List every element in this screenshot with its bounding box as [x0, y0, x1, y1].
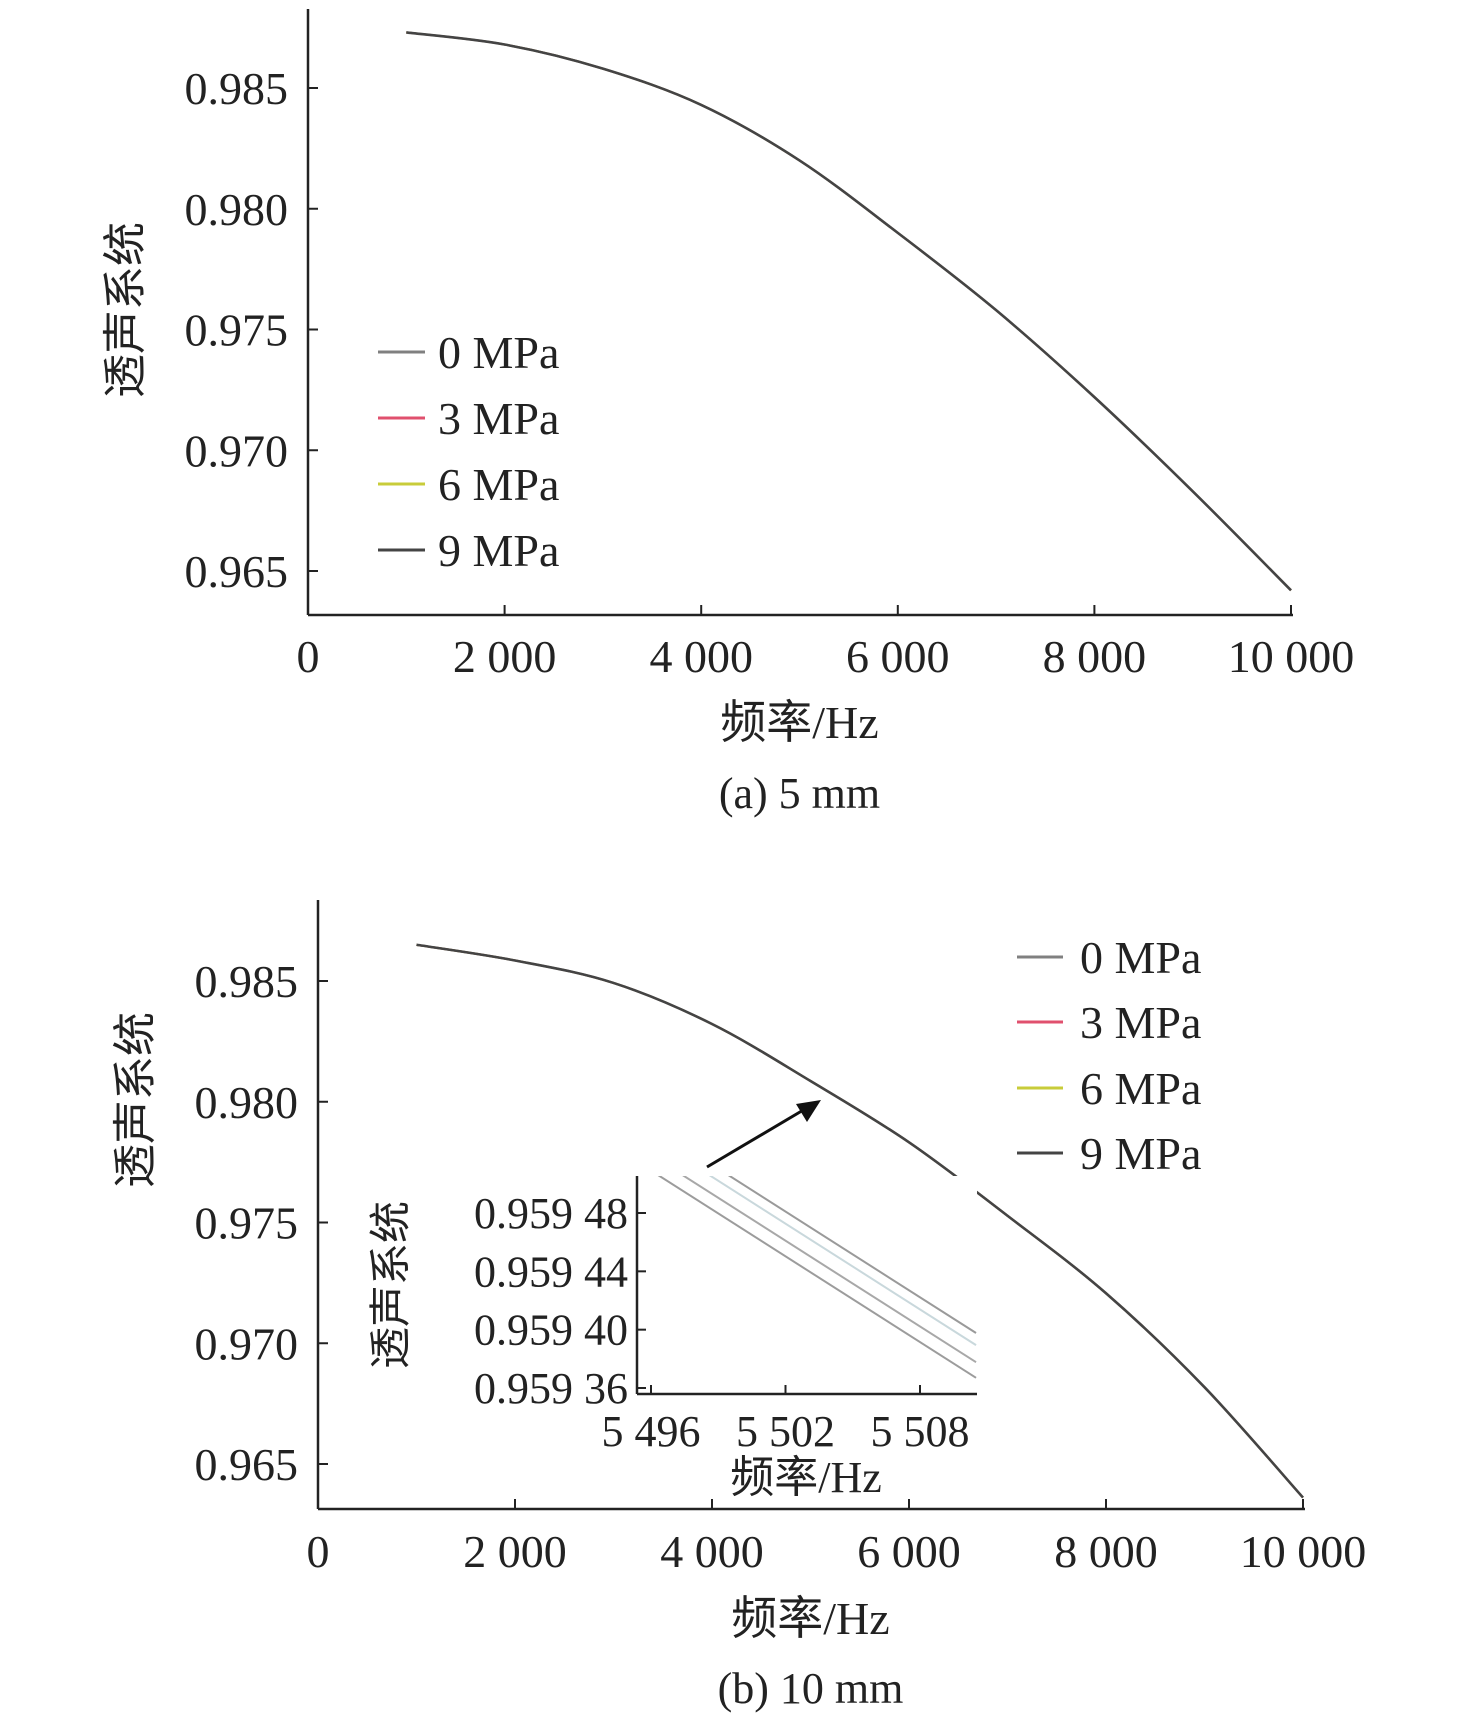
arrow-head-icon — [796, 1100, 821, 1122]
y-axis-label: 透声系统 — [111, 1012, 160, 1188]
y-tick-label: 0.975 — [195, 1198, 299, 1249]
x-tick-label: 6 000 — [846, 631, 950, 682]
y-tick-label: 0.970 — [185, 425, 289, 476]
x-axis-label: 频率/Hz — [720, 697, 878, 748]
legend-label: 0 MPa — [438, 327, 559, 378]
inset-y-tick-label: 0.959 40 — [474, 1306, 628, 1355]
y-tick-label: 0.975 — [185, 305, 289, 356]
x-axis-label: 频率/Hz — [731, 1593, 889, 1644]
x-tick-label: 4 000 — [660, 1526, 764, 1577]
x-tick-label: 0 — [307, 1526, 330, 1577]
x-tick-label: 8 000 — [1054, 1526, 1158, 1577]
x-tick-label: 4 000 — [649, 631, 753, 682]
y-tick-label: 0.965 — [195, 1439, 299, 1490]
legend-label: 3 MPa — [438, 393, 559, 444]
inset-series-line-0-MPa — [727, 1176, 977, 1334]
inset-series-line-3-MPa — [708, 1176, 977, 1346]
inset-y-axis-label: 透声系统 — [369, 1201, 415, 1369]
caption: (a) 5 mm — [719, 769, 880, 818]
y-tick-label: 0.980 — [195, 1077, 299, 1128]
chart-a: 0 2 000 4 000 6 000 8 000 10 000 0.965 0.970 0.9… — [101, 9, 1354, 818]
inset-x-tick-label: 5 508 — [871, 1407, 970, 1456]
inset-y-tick-label: 0.959 48 — [474, 1189, 628, 1238]
inset-background — [637, 1176, 977, 1394]
series-line-9-MPa — [416, 943, 1304, 1499]
caption: (b) 10 mm — [718, 1664, 904, 1713]
legend-label: 6 MPa — [438, 459, 559, 510]
arrow-line — [706, 1107, 806, 1169]
x-tick-label: 0 — [297, 631, 320, 682]
x-tick-label: 2 000 — [453, 631, 557, 682]
legend-label: 0 MPa — [1080, 932, 1201, 983]
y-tick-label: 0.985 — [185, 63, 289, 114]
x-tick-label: 10 000 — [1240, 1526, 1367, 1577]
inset-chart: 5 496 5 502 5 508 0.959 36 0.959 40 0.959 44 0… — [369, 1176, 977, 1502]
x-tick-label: 6 000 — [857, 1526, 961, 1577]
series-line-9-MPa — [406, 31, 1292, 592]
x-tick-label: 2 000 — [463, 1526, 567, 1577]
legend-label: 9 MPa — [1080, 1128, 1201, 1179]
y-tick-label: 0.970 — [195, 1318, 299, 1369]
inset-y-tick-label: 0.959 36 — [474, 1364, 628, 1413]
x-tick-label: 8 000 — [1043, 631, 1147, 682]
inset-y-tick-label: 0.959 44 — [474, 1247, 628, 1296]
inset-x-tick-label: 5 502 — [736, 1407, 835, 1456]
legend-label: 9 MPa — [438, 525, 559, 576]
x-tick-label: 10 000 — [1228, 631, 1355, 682]
inset-x-tick-label: 5 496 — [602, 1407, 701, 1456]
y-tick-label: 0.985 — [195, 956, 299, 1007]
legend-label: 3 MPa — [1080, 997, 1201, 1048]
y-tick-label: 0.965 — [185, 546, 289, 597]
chart-b: 0 2 000 4 000 6 000 8 000 10 000 0.965 0.970 0.9… — [111, 900, 1366, 1713]
legend-label: 6 MPa — [1080, 1063, 1201, 1114]
inset-series-line-6-MPa — [682, 1176, 977, 1364]
y-tick-label: 0.980 — [185, 184, 289, 235]
inset-x-axis-label: 频率/Hz — [730, 1453, 882, 1502]
y-axis-label: 透声系统 — [101, 222, 150, 398]
inset-series-line-9-MPa — [657, 1176, 977, 1379]
